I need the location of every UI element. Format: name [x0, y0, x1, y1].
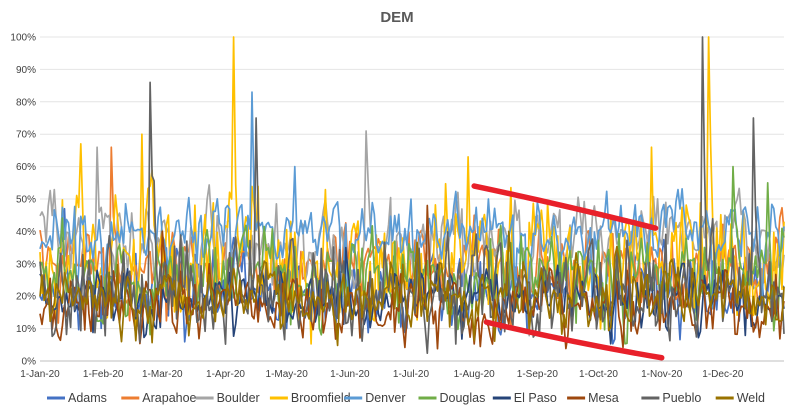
legend-label-denver: Denver [365, 391, 405, 405]
series-line-weld [39, 230, 785, 347]
y-tick-label: 50% [16, 195, 36, 206]
legend-label-mesa: Mesa [588, 391, 619, 405]
x-tick-label: 1-Apr-20 [206, 369, 245, 380]
y-axis-tick-labels: 0% 10% 20% 30% 40% 50% 60% 70% 80% 90% 100% [10, 33, 36, 368]
series-line-denver [39, 91, 785, 316]
y-tick-label: 0% [22, 357, 37, 368]
series-line-boulder [39, 130, 785, 337]
legend-label-pueblo: Pueblo [662, 391, 701, 405]
x-tick-label: 1-Oct-20 [579, 369, 618, 380]
x-tick-label: 1-Jul-20 [393, 369, 430, 380]
x-tick-label: 1-Aug-20 [454, 369, 496, 380]
x-axis-tick-labels: 1-Jan-20 1-Feb-20 1-Mar-20 1-Apr-20 1-May-20… [20, 369, 744, 380]
y-tick-label: 100% [10, 33, 36, 44]
series-line-mesa [39, 204, 785, 350]
x-tick-label: 1-Jan-20 [20, 369, 60, 380]
annotations [471, 183, 665, 361]
series-line-pueblo [39, 36, 785, 355]
x-tick-label: 1-Dec-20 [702, 369, 744, 380]
y-tick-label: 90% [16, 65, 36, 76]
y-tick-label: 30% [16, 259, 36, 270]
red-annotation-line [471, 183, 659, 231]
y-tick-label: 10% [16, 324, 36, 335]
y-tick-label: 40% [16, 227, 36, 238]
chart-title: DEM [380, 9, 413, 26]
red-annotation-line [483, 319, 665, 361]
x-tick-label: 1-Jun-20 [330, 369, 370, 380]
x-tick-label: 1-Feb-20 [83, 369, 124, 380]
x-tick-label: 1-May-20 [266, 369, 309, 380]
y-tick-label: 80% [16, 97, 36, 108]
y-tick-label: 20% [16, 292, 36, 303]
legend-label-douglas: Douglas [440, 391, 486, 405]
x-tick-label: 1-Nov-20 [641, 369, 683, 380]
x-tick-label: 1-Mar-20 [142, 369, 183, 380]
legend-label-weld: Weld [737, 391, 765, 405]
x-tick-label: 1-Sep-20 [517, 369, 559, 380]
legend-label-arapahoe: Arapahoe [142, 391, 196, 405]
legend: Adams Arapahoe Boulder Broomfield Denver Doug… [47, 391, 765, 405]
series-lines [39, 36, 785, 355]
legend-label-adams: Adams [68, 391, 107, 405]
y-tick-label: 60% [16, 162, 36, 173]
legend-label-boulder: Boulder [217, 391, 260, 405]
y-tick-label: 70% [16, 130, 36, 141]
legend-label-el-paso: El Paso [514, 391, 557, 405]
legend-label-broomfield: Broomfield [291, 391, 351, 405]
